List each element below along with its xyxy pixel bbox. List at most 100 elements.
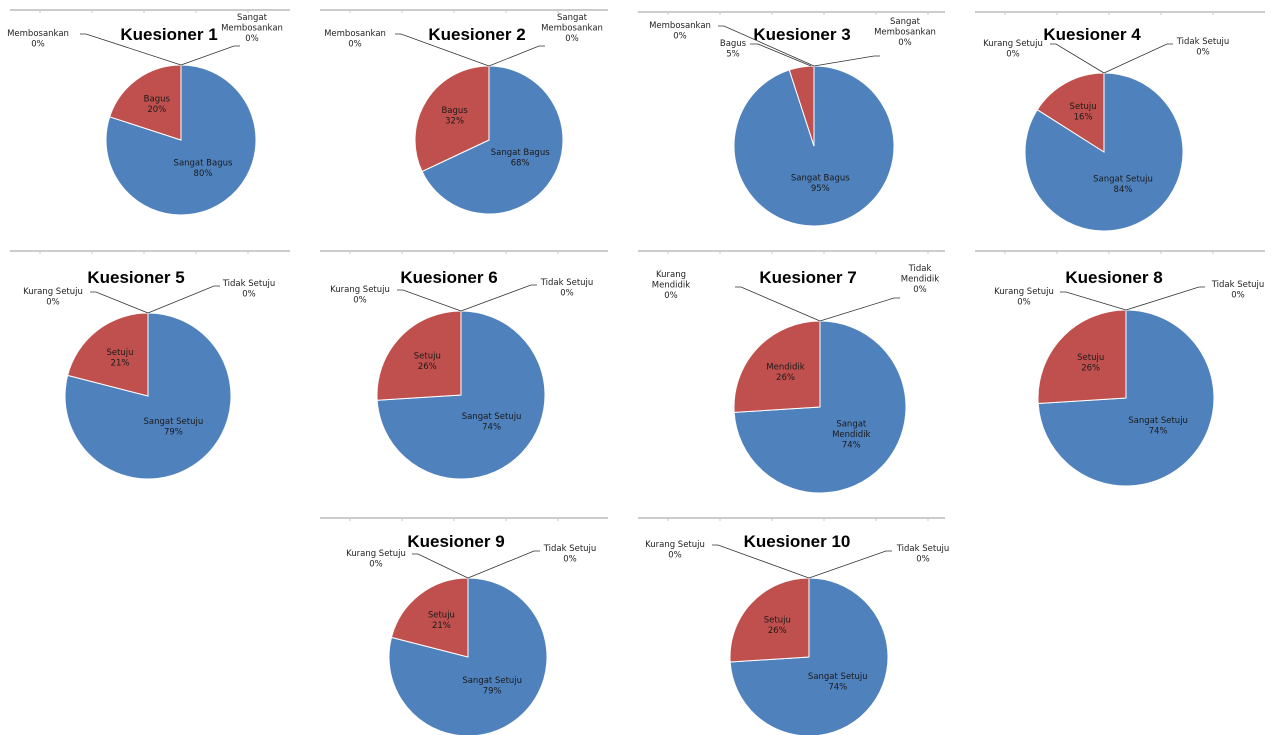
data-label-tidak-setuju: Tidak Setuju 0% (1176, 37, 1230, 58)
data-label-membosankan: Membosankan 0% (7, 29, 69, 50)
data-label-kurang-mendidik: Kurang Mendidik 0% (652, 270, 690, 301)
leader-line (412, 553, 469, 579)
pie-chart-4: Kuesioner 4 Sangat Setuju 84% Setuju 16% Kura… (965, 0, 1285, 235)
leader-line (808, 550, 892, 579)
data-label-bagus: Bagus 32% (441, 106, 468, 127)
pie-chart-svg: Kuesioner 9 Sangat Setuju 79% Setuju 21% Kura… (320, 517, 608, 735)
leader-line (819, 297, 900, 322)
data-label-sangat-bagus: Sangat Bagus 80% (174, 158, 233, 179)
data-label-tidak-mendidik: Tidak Mendidik 0% (901, 264, 939, 295)
leader-line (467, 550, 540, 579)
pie-chart-svg: Kuesioner 8 Sangat Setuju 74% Setuju 26% Kura… (975, 250, 1265, 487)
leader-line (735, 286, 821, 322)
data-label-tidak-setuju: Tidak Setuju 0% (1211, 280, 1265, 301)
data-label-kurang-setuju: Kurang Setuju 0% (23, 287, 83, 308)
slice-bagus (414, 65, 490, 173)
leader-line (180, 45, 240, 66)
leader-line (460, 284, 537, 312)
chart-title: Kuesioner 10 (744, 532, 851, 551)
slice-bagus (109, 64, 182, 141)
data-label-sangat-setuju: Sangat Setuju 74% (462, 412, 522, 433)
pie-chart-5: Kuesioner 5 Sangat Setuju 79% Setuju 21% Kura… (0, 240, 310, 490)
slice-setuju (67, 312, 149, 397)
data-label-sangat-setuju: Sangat Setuju 74% (1128, 416, 1188, 437)
leader-line (1103, 43, 1173, 74)
data-label-tidak-setuju: Tidak Setuju 0% (896, 544, 950, 565)
chart-title: Kuesioner 6 (400, 268, 497, 287)
data-label-sangat-setuju: Sangat Setuju 79% (144, 417, 204, 438)
pie-chart-8: Kuesioner 8 Sangat Setuju 74% Setuju 26% Kura… (965, 240, 1285, 490)
chart-title: Kuesioner 8 (1065, 268, 1162, 287)
leader-line (813, 55, 880, 67)
slice-setuju (1037, 309, 1127, 405)
data-label-kurang-setuju: Kurang Setuju 0% (346, 549, 406, 570)
data-label-tidak-setuju: Tidak Setuju 0% (222, 279, 276, 300)
data-label-kurang-setuju: Kurang Setuju 0% (983, 39, 1043, 60)
data-label-setuju: Setuju 26% (414, 351, 441, 372)
data-label-sangat-setuju: Sangat Setuju 74% (808, 672, 868, 693)
data-label-sangat-bagus: Sangat Bagus 95% (791, 174, 850, 195)
data-label-kurang-setuju: Kurang Setuju 0% (994, 287, 1054, 308)
data-label-membosankan: Membosankan 0% (649, 21, 711, 42)
data-label-setuju: Setuju 21% (106, 348, 133, 369)
data-label-mendidik: Mendidik 26% (766, 363, 804, 384)
chart-title: Kuesioner 2 (428, 25, 525, 44)
slice-mendidik (733, 320, 821, 413)
pie-chart-10: Kuesioner 10 Sangat Setuju 74% Setuju 26% Kur… (628, 505, 965, 735)
pie-chart-svg: Kuesioner 10 Sangat Setuju 74% Setuju 26% Kur… (638, 517, 950, 735)
data-label-sangat-setuju: Sangat Setuju 84% (1093, 175, 1153, 196)
data-label-sangat-setuju: Sangat Setuju 79% (462, 676, 522, 697)
pie-chart-svg: Kuesioner 6 Sangat Setuju 74% Setuju 26% Kura… (320, 250, 608, 480)
data-label-setuju: Setuju 16% (1070, 102, 1097, 123)
data-label-sangat-bagus: Sangat Bagus 68% (491, 148, 550, 169)
leader-line (397, 289, 462, 312)
data-label-setuju: Setuju 26% (1077, 353, 1104, 374)
data-label-bagus: Bagus 20% (144, 95, 171, 116)
leader-line (488, 45, 545, 67)
data-label-kurang-setuju: Kurang Setuju 0% (330, 285, 390, 306)
pie-chart-7: Kuesioner 7 Sangat Mendidik 74% Mendidik 26% K… (628, 240, 965, 495)
slice-sangat-setuju (64, 312, 232, 480)
data-label-sangat-membosankan: Sangat Membosankan 0% (541, 13, 603, 44)
leader-line (80, 33, 182, 66)
slice-setuju (390, 577, 469, 658)
pie-chart-svg: Kuesioner 4 Sangat Setuju 84% Setuju 16% Kura… (975, 11, 1265, 232)
leader-line (395, 33, 490, 67)
data-label-sangat-membosankan: Sangat Membosankan 0% (874, 17, 936, 48)
leader-line (718, 25, 815, 67)
chart-title: Kuesioner 4 (1043, 25, 1141, 44)
slice-setuju (1036, 72, 1105, 153)
data-label-tidak-setuju: Tidak Setuju 0% (543, 544, 597, 565)
data-label-membosankan: Membosankan 0% (324, 29, 386, 50)
data-label-kurang-setuju: Kurang Setuju 0% (645, 540, 705, 561)
data-label-bagus: Bagus 5% (720, 39, 747, 60)
data-label-setuju: Setuju 26% (764, 615, 791, 636)
chart-title: Kuesioner 7 (759, 268, 856, 287)
pie-chart-3: Kuesioner 3 Sangat Bagus 95% Membosankan 0% S… (628, 0, 965, 235)
data-label-sangat-membosankan: Sangat Membosankan 0% (221, 13, 283, 44)
pie-chart-svg: Kuesioner 7 Sangat Mendidik 74% Mendidik 26% K… (638, 250, 945, 494)
chart-title: Kuesioner 3 (753, 25, 850, 44)
pie-chart-2: Kuesioner 2 Sangat Bagus 68% Bagus 32% Membos… (310, 0, 628, 235)
chart-title: Kuesioner 1 (120, 25, 217, 44)
leader-line (1050, 43, 1105, 74)
slice-setuju (376, 310, 462, 401)
data-label-sangat-mendidik: Sangat Mendidik 74% (832, 419, 870, 450)
data-label-tidak-setuju: Tidak Setuju 0% (540, 278, 594, 299)
pie-chart-svg: Kuesioner 5 Sangat Setuju 79% Setuju 21% Kura… (10, 250, 290, 480)
slice-setuju (729, 577, 810, 663)
chart-title: Kuesioner 5 (87, 268, 184, 287)
pie-chart-svg: Kuesioner 1 Sangat Bagus 80% Bagus 20% Membos… (7, 9, 290, 216)
pie-chart-svg: Kuesioner 2 Sangat Bagus 68% Bagus 32% Membos… (320, 9, 608, 215)
data-label-setuju: Setuju 21% (428, 611, 455, 632)
leader-line (1060, 291, 1127, 311)
leader-line (147, 285, 220, 314)
leader-line (750, 43, 812, 67)
leader-line (712, 544, 810, 579)
pie-chart-9: Kuesioner 9 Sangat Setuju 79% Setuju 21% Kura… (310, 505, 628, 735)
pie-chart-svg: Kuesioner 3 Sangat Bagus 95% Membosankan 0% S… (638, 11, 945, 227)
pie-chart-6: Kuesioner 6 Sangat Setuju 74% Setuju 26% Kura… (310, 240, 628, 490)
pie-chart-1: Kuesioner 1 Sangat Bagus 80% Bagus 20% Membos… (0, 0, 310, 235)
leader-line (90, 291, 149, 314)
leader-line (1125, 286, 1205, 311)
